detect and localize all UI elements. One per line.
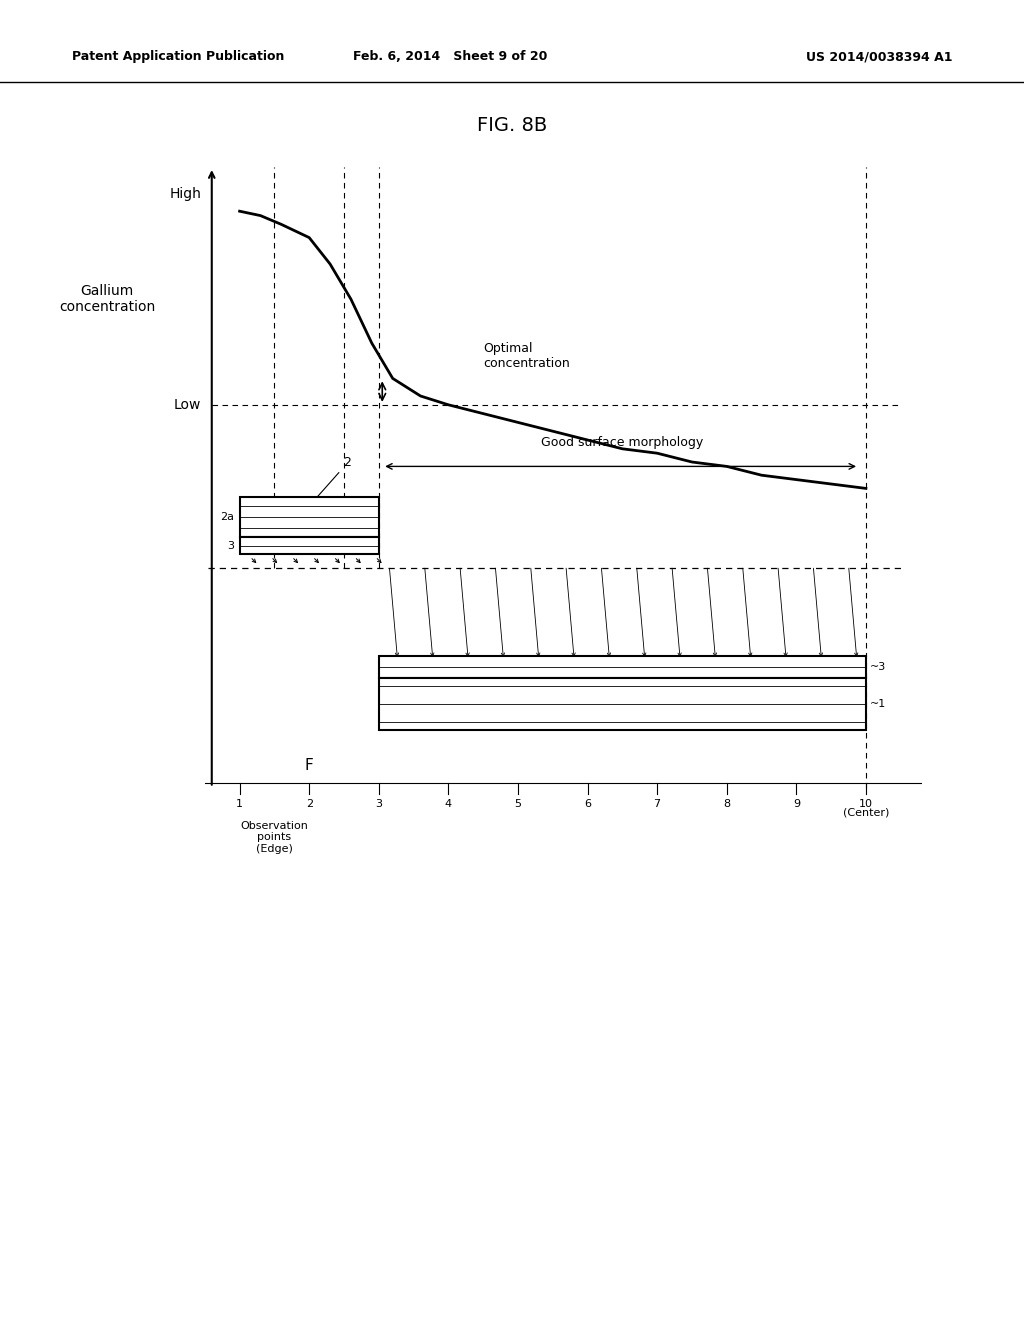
Text: 1: 1 (237, 799, 243, 809)
Text: ~1: ~1 (869, 700, 886, 709)
Bar (379, 677, 866, 730)
Bar (240, 498, 379, 537)
Bar (240, 537, 379, 554)
Text: Low: Low (174, 397, 202, 412)
Text: 6: 6 (584, 799, 591, 809)
Text: Patent Application Publication: Patent Application Publication (72, 50, 284, 63)
Text: 8: 8 (723, 799, 730, 809)
Text: 2a: 2a (220, 512, 234, 521)
Text: 10: 10 (859, 799, 872, 809)
Text: 3: 3 (375, 799, 382, 809)
Text: FIG. 8B: FIG. 8B (477, 116, 547, 135)
Text: (Center): (Center) (843, 808, 889, 817)
Text: 4: 4 (444, 799, 452, 809)
Text: Good surface morphology: Good surface morphology (542, 436, 703, 449)
Text: ~3: ~3 (869, 661, 886, 672)
Text: Gallium
concentration: Gallium concentration (59, 284, 156, 314)
Text: Optimal
concentration: Optimal concentration (483, 342, 570, 371)
Text: 9: 9 (793, 799, 800, 809)
Text: 5: 5 (514, 799, 521, 809)
Text: 2: 2 (312, 457, 351, 503)
Text: 2: 2 (305, 799, 312, 809)
Text: Observation
points
(Edge): Observation points (Edge) (241, 821, 308, 854)
Text: High: High (169, 186, 202, 201)
Text: F: F (305, 758, 313, 774)
Bar (379, 656, 866, 677)
Text: 3: 3 (227, 541, 234, 550)
Text: US 2014/0038394 A1: US 2014/0038394 A1 (806, 50, 952, 63)
Text: 7: 7 (653, 799, 660, 809)
Text: Feb. 6, 2014   Sheet 9 of 20: Feb. 6, 2014 Sheet 9 of 20 (353, 50, 548, 63)
